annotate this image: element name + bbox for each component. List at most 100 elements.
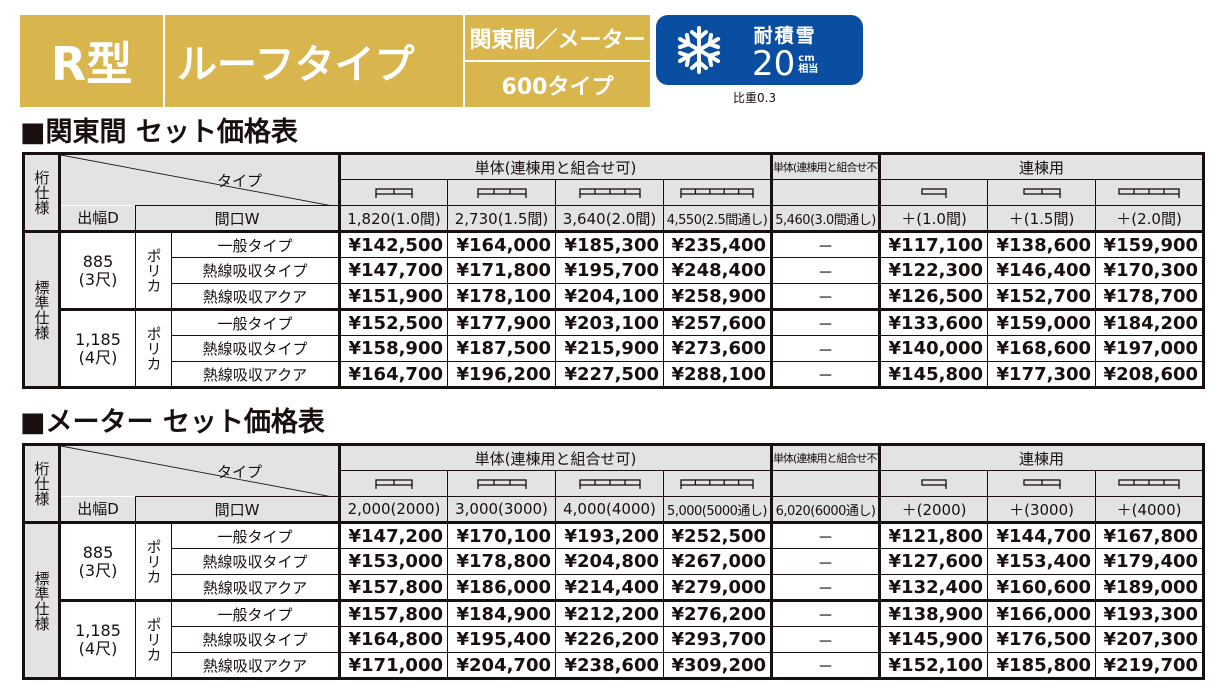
price-cell: ¥171,800 — [447, 257, 557, 284]
depth-cell: 1,185 (4尺) — [58, 599, 136, 679]
spec-label: 標準仕様 — [23, 230, 60, 388]
price-cell: ¥144,700 — [987, 521, 1097, 549]
price-cell: － — [770, 574, 881, 601]
price-cell: － — [770, 521, 881, 549]
price-cell: ¥235,400 — [663, 230, 773, 258]
roof-diagram-icon — [578, 479, 641, 489]
material-cell: ポリカ — [135, 599, 172, 679]
price-cell: ¥160,600 — [987, 574, 1097, 601]
price-cell: ¥127,600 — [878, 548, 989, 575]
price-cell: ¥117,100 — [878, 230, 989, 258]
roof-diagram-cell — [447, 470, 557, 497]
depth-header: 出幅D — [58, 496, 136, 523]
width-label: ＋(1.5間) — [987, 205, 1097, 232]
price-cell: ¥179,400 — [1095, 548, 1205, 575]
price-cell: ¥132,400 — [878, 574, 989, 601]
price-cell: ¥166,000 — [987, 599, 1097, 627]
depth-cell: 1,185 (4尺) — [58, 308, 136, 388]
price-cell: ¥171,000 — [338, 652, 449, 679]
price-cell: ¥208,600 — [1095, 361, 1205, 388]
table-row: 標準仕様 885 (3尺) ポリカ 一般タイプ ¥142,500 ¥164,000 ¥185,… — [23, 230, 1205, 388]
snowflake-icon — [674, 26, 724, 74]
price-cell: ¥257,600 — [663, 308, 773, 336]
group-multi: 連棟用 — [878, 444, 1205, 471]
roof-diagram-cell — [338, 470, 449, 497]
price-cell: ¥168,600 — [987, 335, 1097, 362]
price-cell: ¥185,800 — [987, 652, 1097, 679]
width-label: ＋(1.0間) — [878, 205, 989, 232]
price-cell: ¥184,900 — [447, 599, 557, 627]
price-cell: ¥267,000 — [663, 548, 773, 575]
price-cell: ¥193,200 — [555, 521, 665, 549]
roof-diagram-cell — [555, 470, 665, 497]
roof-diagram-icon — [476, 479, 527, 489]
roof-diagram-cell — [1095, 179, 1205, 206]
width-label: 1,820(1.0間) — [338, 205, 449, 232]
roof-diagram-cell — [770, 470, 881, 497]
width-label: ＋(2000) — [878, 496, 989, 523]
price-cell: ¥226,200 — [555, 626, 665, 653]
price-cell: ¥167,800 — [1095, 521, 1205, 549]
price-cell: ¥258,900 — [663, 283, 773, 310]
snow-value: 20 — [752, 43, 796, 84]
price-cell: ¥238,600 — [555, 652, 665, 679]
depth-cell: 885 (3尺) — [58, 230, 136, 310]
price-cell: ¥212,200 — [555, 599, 665, 627]
connected-roof-diagram-icon — [921, 479, 947, 489]
price-cell: ¥153,400 — [987, 548, 1097, 575]
spec-top: 関東間／メーター — [465, 15, 650, 62]
width-label: 3,000(3000) — [447, 496, 557, 523]
price-cell: ¥142,500 — [338, 230, 449, 258]
connected-roof-diagram-icon — [921, 188, 947, 198]
panel-type: 熱線吸収タイプ — [170, 335, 341, 362]
price-cell: ¥170,100 — [447, 521, 557, 549]
price-cell: ¥133,600 — [878, 308, 989, 336]
spec-box: 関東間／メーター 600タイプ — [465, 15, 650, 107]
table-row: 1,185 (4尺) ポリカ 一般タイプ ¥152,500 ¥177,900 ¥203,10… — [24, 308, 1205, 388]
connected-roof-diagram-icon — [1022, 479, 1061, 489]
specific-gravity: 比重0.3 — [733, 91, 777, 105]
roof-diagram-cell — [987, 470, 1097, 497]
width-label: 3,640(2.0間) — [555, 205, 665, 232]
price-cell: － — [770, 548, 881, 575]
roof-diagram-cell — [663, 470, 773, 497]
price-cell: ¥214,400 — [555, 574, 665, 601]
panel-type: 一般タイプ — [170, 599, 341, 627]
width-label: 4,550(2.5間通し) — [663, 205, 773, 232]
panel-type: 一般タイプ — [170, 308, 341, 336]
price-cell: ¥157,800 — [338, 574, 449, 601]
snow-unit: cm — [798, 52, 815, 64]
price-cell: ¥276,200 — [663, 599, 773, 627]
price-cell: － — [770, 361, 881, 388]
width-label: 2,730(1.5間) — [447, 205, 557, 232]
material-cell: ポリカ — [135, 521, 172, 601]
width-label: 4,000(4000) — [555, 496, 665, 523]
price-cell: ¥189,000 — [1095, 574, 1205, 601]
price-cell: ¥121,800 — [878, 521, 989, 549]
price-cell: ¥164,000 — [447, 230, 557, 258]
price-cell: － — [770, 230, 881, 258]
price-cell: ¥186,000 — [447, 574, 557, 601]
panel-type: 熱線吸収アクア — [170, 283, 341, 310]
price-cell: ¥140,000 — [878, 335, 989, 362]
price-cell: － — [770, 652, 881, 679]
panel-type: 一般タイプ — [170, 230, 341, 258]
type-name: ルーフタイプ — [165, 15, 465, 107]
type-header: タイプ — [57, 153, 341, 206]
panel-type: 熱線吸収タイプ — [170, 257, 341, 284]
price-cell: ¥158,900 — [338, 335, 449, 362]
price-cell: ¥178,800 — [447, 548, 557, 575]
roof-diagram-cell — [987, 179, 1097, 206]
snow-unit-sub: 相当 — [798, 63, 819, 75]
spec-label: 標準仕様 — [23, 521, 60, 679]
connected-roof-diagram-icon — [1118, 188, 1180, 198]
panel-type: 熱線吸収アクア — [170, 574, 341, 601]
price-cell: ¥252,500 — [663, 521, 773, 549]
price-cell: ¥138,600 — [987, 230, 1097, 258]
price-cell: － — [770, 335, 881, 362]
price-cell: － — [770, 283, 881, 310]
price-cell: ¥204,700 — [447, 652, 557, 679]
width-header: 間口W — [134, 496, 341, 523]
price-cell: ¥195,700 — [555, 257, 665, 284]
price-cell: － — [770, 626, 881, 653]
